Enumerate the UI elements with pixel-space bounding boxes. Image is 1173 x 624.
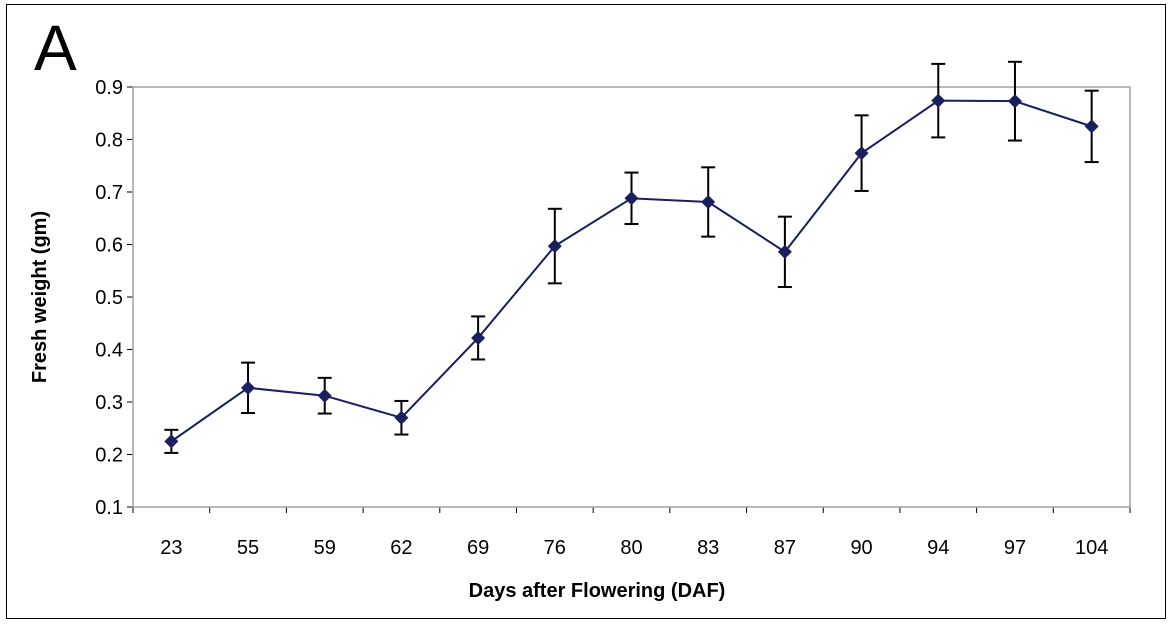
chart-frame	[6, 4, 1166, 619]
x-tick-label: 87	[774, 537, 796, 559]
data-point-marker	[317, 388, 332, 403]
y-tick-label: 0.5	[95, 287, 123, 309]
data-point-marker	[471, 330, 486, 345]
series-line	[170, 99, 1092, 443]
data-point-marker	[777, 244, 792, 259]
x-tick-label: 55	[237, 537, 259, 559]
y-axis-ticks: 0.1 0.2 0.3 0.4 0.5 0.6 0.7 0.8 0.9	[95, 77, 133, 519]
y-tick-label: 0.4	[95, 340, 123, 362]
x-tick-label: 23	[160, 537, 182, 559]
y-axis-title: Fresh weight (gm)	[29, 211, 51, 383]
plot-area	[132, 86, 1131, 508]
x-axis-ticks: 23 55 59 62 69 76 80 83 87 90 94 97 104	[132, 507, 1131, 559]
y-tick-label: 0.1	[95, 497, 123, 519]
x-tick-label: 76	[544, 537, 566, 559]
x-tick-label: 97	[1004, 537, 1026, 559]
data-point-marker	[394, 410, 409, 425]
x-tick-label: 62	[390, 537, 412, 559]
data-point-marker	[854, 146, 869, 161]
y-tick-label: 0.9	[95, 77, 123, 99]
x-tick-label: 69	[467, 537, 489, 559]
data-point-marker	[624, 191, 639, 206]
x-tick-label: 80	[620, 537, 642, 559]
panel-label: A	[34, 12, 77, 84]
data-point-marker	[931, 93, 946, 108]
data-markers	[164, 93, 1099, 449]
y-tick-label: 0.2	[95, 445, 123, 467]
data-point-marker	[547, 239, 562, 254]
y-tick-label: 0.7	[95, 182, 123, 204]
y-tick-label: 0.6	[95, 235, 123, 257]
y-tick-label: 0.8	[95, 130, 123, 152]
x-tick-label: 94	[927, 537, 949, 559]
data-point-marker	[1007, 94, 1022, 109]
data-point-marker	[164, 434, 179, 449]
data-point-marker	[241, 380, 256, 395]
x-axis-title: Days after Flowering (DAF)	[469, 580, 726, 602]
y-tick-label: 0.3	[95, 392, 123, 414]
x-tick-label: 59	[314, 537, 336, 559]
data-point-marker	[1084, 119, 1099, 134]
data-point-marker	[701, 194, 716, 209]
x-tick-label: 83	[697, 537, 719, 559]
x-tick-label: 104	[1075, 537, 1108, 559]
x-tick-label: 90	[850, 537, 872, 559]
